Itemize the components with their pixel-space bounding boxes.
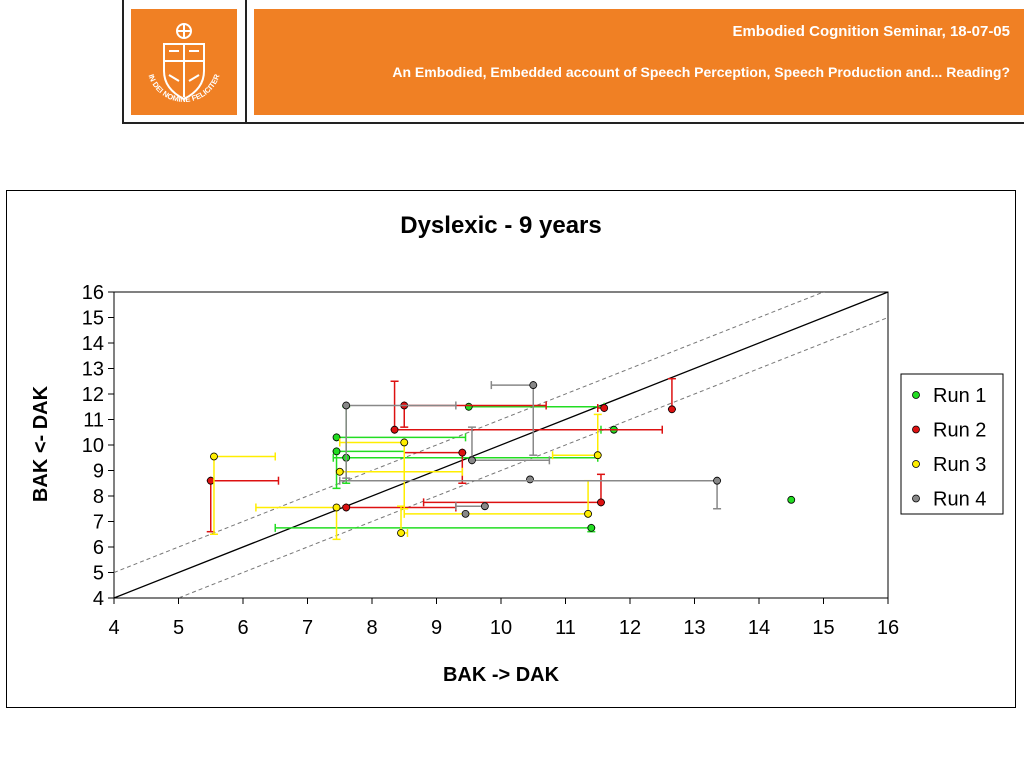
y-tick-label: 14 — [82, 333, 104, 355]
reference-lines — [114, 292, 888, 598]
university-seal-icon: IN DEI NOMINE FELICITER — [147, 23, 222, 104]
x-tick-label: 7 — [302, 617, 313, 639]
header-frame — [122, 0, 1024, 124]
y-tick-label: 11 — [83, 410, 104, 432]
y-tick-label: 12 — [82, 384, 104, 406]
x-tick-label: 14 — [748, 617, 770, 639]
university-logo: IN DEI NOMINE FELICITER — [131, 9, 237, 115]
data-point — [342, 503, 351, 512]
legend-marker — [912, 460, 920, 468]
data-point — [713, 476, 721, 485]
x-tick-label: 15 — [812, 617, 834, 639]
legend-marker — [912, 494, 920, 503]
y-tick-label: 7 — [93, 512, 104, 534]
y-tick-label: 16 — [82, 282, 104, 304]
legend-label: Run 2 — [933, 420, 986, 442]
dashed-reference-line — [114, 292, 825, 573]
legend-marker — [912, 391, 920, 399]
data-point — [458, 448, 467, 457]
header-divider — [245, 0, 247, 124]
data-point — [461, 509, 470, 518]
data-point — [397, 529, 405, 537]
data-point — [342, 401, 351, 410]
data-point — [600, 404, 609, 412]
series-4 — [339, 381, 722, 518]
data-point — [593, 451, 602, 460]
data-point — [332, 503, 341, 512]
data-point — [587, 523, 596, 532]
series-1 — [274, 402, 796, 533]
legend-marker — [912, 425, 920, 434]
header-banner: Embodied Cognition Seminar, 18-07-05 An … — [254, 9, 1024, 115]
series-3 — [209, 413, 602, 541]
y-tick-label: 8 — [93, 486, 104, 508]
x-tick-label: 10 — [490, 617, 512, 639]
series-2 — [206, 377, 676, 533]
dashed-reference-line — [177, 317, 888, 598]
data-point — [400, 438, 409, 447]
x-tick-label: 4 — [108, 617, 119, 639]
y-tick-label: 15 — [82, 308, 104, 330]
data-point — [529, 381, 538, 389]
x-tick-label: 8 — [366, 617, 377, 639]
x-tick-label: 16 — [877, 617, 899, 639]
chart-frame: 4 5 6 7 8 9 10 11 12 13 14 15 16 4 5 6 7 8 9 10 11 12 13 14 15 16… — [6, 190, 1016, 708]
scatter-chart: 4 5 6 7 8 9 10 11 12 13 14 15 16 4 5 6 7 8 9 10 11 12 13 14 15 16… — [30, 212, 1004, 686]
data-point — [668, 405, 676, 414]
y-tick-label: 6 — [93, 537, 104, 559]
data-point — [335, 467, 344, 476]
data-point — [332, 433, 341, 442]
x-tick-label: 9 — [431, 617, 442, 639]
data-point — [332, 447, 341, 456]
y-tick-label: 4 — [93, 588, 104, 610]
x-axis-label: BAK -> DAK — [443, 664, 560, 686]
y-tick-label: 9 — [93, 461, 104, 483]
data-point — [787, 495, 796, 504]
data-point — [390, 425, 399, 434]
x-tick-label: 13 — [683, 617, 705, 639]
legend-label: Run 3 — [933, 454, 986, 476]
chart-legend: Run 1 Run 2 Run 3 Run 4 — [900, 373, 1004, 515]
legend-label: Run 4 — [933, 489, 986, 511]
talk-subtitle: An Embodied, Embedded account of Speech … — [392, 64, 1010, 80]
legend-label: Run 1 — [933, 385, 986, 407]
data-point — [206, 476, 215, 485]
seminar-title: Embodied Cognition Seminar, 18-07-05 — [732, 23, 1010, 40]
data-point — [480, 502, 489, 511]
y-tick-label: 10 — [82, 435, 104, 457]
data-point — [526, 475, 534, 484]
y-axis-label: BAK <- DAK — [30, 385, 52, 502]
identity-line — [114, 292, 888, 598]
data-point — [468, 456, 476, 465]
data-point — [597, 498, 605, 507]
data-point — [464, 402, 473, 411]
plot-area: 4 5 6 7 8 9 10 11 12 13 14 15 16 4 5 6 7 8 9 10 11 12 13 14 15 16 — [82, 282, 899, 639]
x-tick-label: 6 — [237, 617, 248, 639]
chart-title: Dyslexic - 9 years — [400, 212, 601, 239]
x-tick-label: 11 — [555, 617, 576, 639]
y-tick-label: 13 — [82, 359, 104, 381]
data-point — [210, 452, 218, 461]
data-point — [584, 509, 592, 518]
y-tick-label: 5 — [93, 563, 104, 585]
x-tick-label: 5 — [173, 617, 184, 639]
x-tick-label: 12 — [619, 617, 641, 639]
